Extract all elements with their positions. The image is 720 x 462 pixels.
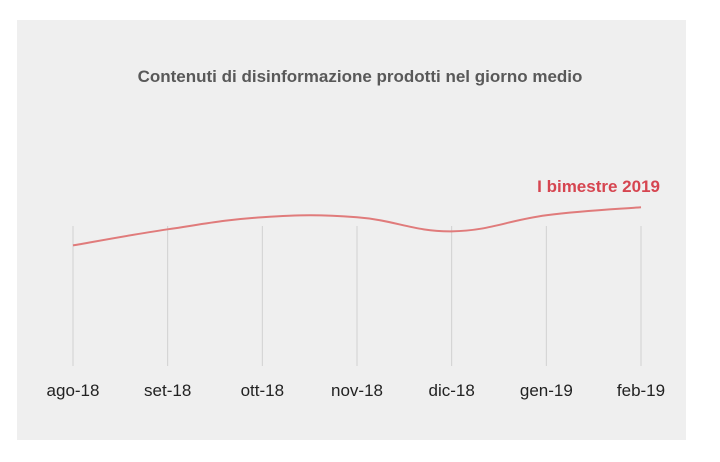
chart-panel — [17, 20, 686, 440]
series-line — [72, 206, 642, 247]
x-tick-label: set-18 — [144, 381, 191, 400]
x-tick-label: ago-18 — [47, 381, 100, 400]
x-tick-label: gen-19 — [520, 381, 573, 400]
x-tick-label: feb-19 — [617, 381, 665, 400]
x-tick-label: nov-18 — [331, 381, 383, 400]
annotation-label: I bimestre 2019 — [537, 177, 660, 196]
x-tick-label: ott-18 — [241, 381, 284, 400]
chart-title: Contenuti di disinformazione prodotti ne… — [137, 67, 583, 86]
x-tick-labels: ago-18 set-18 ott-18 nov-18 dic-18 gen-19 feb-… — [47, 381, 666, 400]
x-tick-label: dic-18 — [429, 381, 475, 400]
gridlines — [72, 226, 642, 366]
